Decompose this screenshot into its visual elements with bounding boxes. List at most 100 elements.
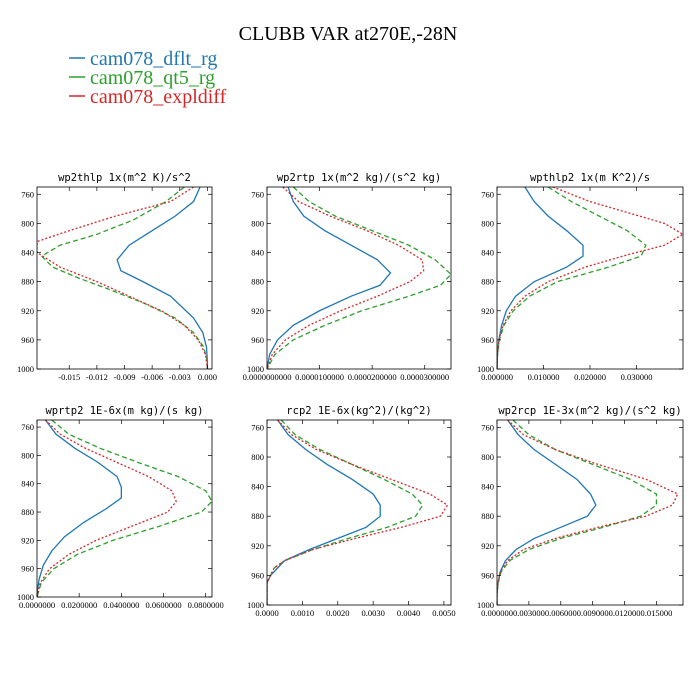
x-tick-label: 0.020000 xyxy=(574,372,606,382)
x-tick-label: -0.003 xyxy=(169,372,191,382)
plot-panel: rcp2 1E-6x(kg^2)/(kg^2) 760 800 840 880 920 96… xyxy=(247,405,456,618)
y-tick-label: 960 xyxy=(21,564,34,574)
legend-label: cam078_dflt_rg xyxy=(90,48,217,70)
x-tick-label: -0.012 xyxy=(86,372,108,382)
plot-frame xyxy=(496,419,684,606)
series-line xyxy=(497,420,658,605)
y-tick-label: 880 xyxy=(21,507,34,517)
series-line xyxy=(497,187,584,369)
plot-panels: wp2thlp 1x(m^2 K)/s^2 760 800 840 880 920 960 1… xyxy=(17,172,684,618)
y-tick-label: 1000 xyxy=(247,364,264,374)
x-tick-label: 0.0600000 xyxy=(145,600,181,610)
series-line xyxy=(37,420,212,597)
plot-panel: wp2rcp 1E-3x(m^2 kg)/(s^2 kg) 760 800 840 88… xyxy=(477,405,684,618)
y-tick-label: 920 xyxy=(481,306,494,316)
y-tick-label: 1000 xyxy=(17,364,34,374)
y-tick-label: 760 xyxy=(251,189,264,199)
legend-entry: cam078_dflt_rg xyxy=(69,48,217,70)
x-tick-label: -0.009 xyxy=(114,372,136,382)
y-tick-label: 920 xyxy=(251,541,264,551)
y-tick-label: 1000 xyxy=(477,600,494,610)
series-line xyxy=(37,420,122,597)
x-tick-label: 0.003000 xyxy=(513,608,545,618)
panel-title: wp2rtp 1x(m^2 kg)/(s^2 kg) xyxy=(277,172,441,184)
x-tick-label: 0.006000 xyxy=(545,608,577,618)
y-tick-label: 760 xyxy=(481,422,494,432)
y-tick-label: 920 xyxy=(481,541,494,551)
x-tick-label: 0.0020 xyxy=(326,608,349,618)
panel-title: wp2rcp 1E-3x(m^2 kg)/(s^2 kg) xyxy=(498,405,681,417)
y-tick-label: 920 xyxy=(21,306,34,316)
x-tick-label: 0.0400000 xyxy=(103,600,139,610)
y-tick-label: 880 xyxy=(21,277,34,287)
legend-label: cam078_qt5_rg xyxy=(90,67,215,89)
plot-frame xyxy=(496,186,684,370)
series-line xyxy=(40,187,209,369)
x-tick-label: 0.0000000 xyxy=(19,600,55,610)
y-tick-label: 800 xyxy=(251,452,264,462)
y-tick-label: 960 xyxy=(481,335,494,345)
x-tick-label: 0.0000300000 xyxy=(400,372,449,382)
y-tick-label: 840 xyxy=(481,248,494,258)
series-line xyxy=(497,420,597,605)
x-tick-label: 0.000000 xyxy=(481,608,513,618)
legend-label: cam078_expldiff xyxy=(90,86,227,108)
y-tick-label: 880 xyxy=(481,511,494,521)
plot-panel: wp2rtp 1x(m^2 kg)/(s^2 kg) 760 800 840 880 92… xyxy=(243,172,452,382)
y-tick-label: 840 xyxy=(21,479,34,489)
y-tick-label: 960 xyxy=(251,335,264,345)
y-tick-label: 1000 xyxy=(247,600,264,610)
y-tick-label: 1000 xyxy=(17,592,34,602)
y-tick-label: 920 xyxy=(21,535,34,545)
plot-frame xyxy=(36,419,213,598)
x-tick-label: 0.010000 xyxy=(528,372,560,382)
y-tick-label: 960 xyxy=(21,335,34,345)
panel-title: wpthlp2 1x(m K^2)/s xyxy=(530,172,650,184)
x-tick-label: 0.000000 xyxy=(481,372,513,382)
panel-title: rcp2 1E-6x(kg^2)/(kg^2) xyxy=(286,405,431,417)
y-tick-label: 840 xyxy=(251,248,264,258)
y-tick-label: 760 xyxy=(21,422,34,432)
plot-frame xyxy=(36,186,213,370)
series-line xyxy=(267,187,392,369)
x-tick-label: 0.0030 xyxy=(361,608,384,618)
plot-panel: wp2thlp 1x(m^2 K)/s^2 760 800 840 880 920 960 1… xyxy=(17,172,217,382)
series-line xyxy=(116,187,209,369)
panel-title: wprtp2 1E-6x(m kg)/(s kg) xyxy=(45,405,203,417)
x-tick-label: 0.0800000 xyxy=(188,600,224,610)
x-tick-label: -0.015 xyxy=(58,372,80,382)
plot-frame xyxy=(266,186,452,370)
y-tick-label: 960 xyxy=(251,570,264,580)
x-tick-label: 0.0050 xyxy=(432,608,455,618)
x-tick-label: 0.015000 xyxy=(640,608,672,618)
legend-entry: cam078_qt5_rg xyxy=(69,67,215,89)
legend-entry: cam078_expldiff xyxy=(69,86,227,108)
y-tick-label: 840 xyxy=(251,482,264,492)
series-line xyxy=(37,420,177,597)
series-line xyxy=(267,420,424,605)
x-tick-label: 0.000 xyxy=(198,372,217,382)
y-tick-label: 880 xyxy=(251,511,264,521)
chart-title: CLUBB VAR at270E,-28N xyxy=(239,23,458,45)
y-tick-label: 760 xyxy=(481,189,494,199)
x-tick-label: 0.030000 xyxy=(621,372,653,382)
y-tick-label: 960 xyxy=(481,570,494,580)
y-tick-label: 800 xyxy=(481,218,494,228)
y-tick-label: 920 xyxy=(251,306,264,316)
x-tick-label: -0.006 xyxy=(141,372,163,382)
legend: cam078_dflt_rg cam078_qt5_rg cam078_expl… xyxy=(69,48,227,108)
y-tick-label: 880 xyxy=(481,277,494,287)
y-tick-label: 880 xyxy=(251,277,264,287)
x-tick-label: 0.0200000 xyxy=(61,600,97,610)
x-tick-label: 0.0000 xyxy=(255,608,278,618)
y-tick-label: 800 xyxy=(251,218,264,228)
series-line xyxy=(497,187,647,369)
series-line xyxy=(497,187,683,369)
series-line xyxy=(267,420,449,605)
y-tick-label: 800 xyxy=(21,218,34,228)
series-line xyxy=(267,420,381,605)
series-line xyxy=(37,187,209,369)
x-tick-label: 0.0000000000 xyxy=(243,372,292,382)
x-tick-label: 0.012000 xyxy=(609,608,641,618)
